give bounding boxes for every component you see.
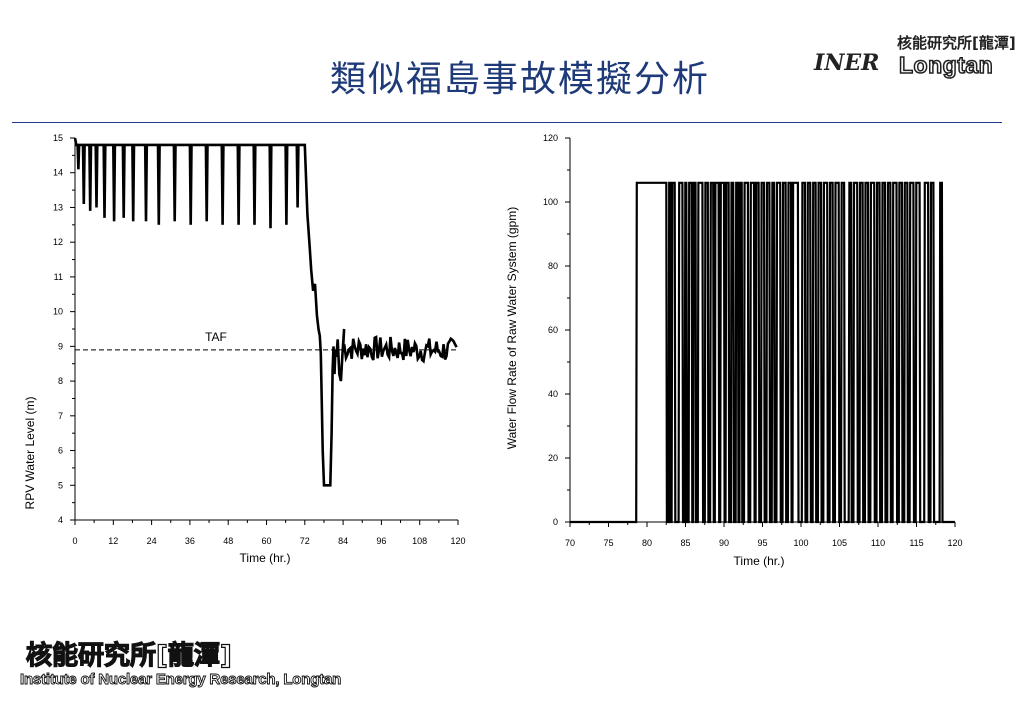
left-y-tick-label: 6 [58, 446, 63, 456]
left-x-axis-label: Time (hr.) [240, 551, 291, 565]
right-x-tick-label: 110 [871, 538, 885, 548]
left-y-tick-label: 12 [53, 237, 63, 247]
left-x-tick-label: 48 [223, 536, 233, 546]
left-x-tick-label: 60 [261, 536, 271, 546]
left-y-tick-label: 15 [53, 133, 63, 143]
left-y-axis-label: RPV Water Level (m) [23, 397, 37, 510]
left-y-tick-label: 5 [58, 480, 63, 490]
raw-water-flow-chart: Water Flow Rate of Raw Water System (gpm… [505, 133, 963, 568]
right-x-axis-label: Time (hr.) [734, 554, 785, 568]
left-y-tick-label: 10 [53, 307, 63, 317]
left-y-tick-label: 9 [58, 341, 63, 351]
left-x-tick-label: 24 [147, 536, 157, 546]
footer-org-text: 核能研究所[龍潭] [25, 640, 232, 671]
right-x-tick-label: 80 [642, 538, 652, 548]
left-x-tick-label: 36 [185, 536, 195, 546]
left-x-tick-label: 84 [338, 536, 348, 546]
right-x-tick-label: 120 [947, 538, 962, 548]
logo-mark: INER [814, 50, 880, 76]
right-x-tick-label: 100 [793, 538, 808, 548]
rpv-level-series-line [73, 137, 458, 487]
flow-rate-series-line [570, 181, 955, 524]
left-x-tick-label: 12 [108, 536, 118, 546]
left-y-tick-label: 11 [54, 272, 63, 282]
taf-label: TAF [205, 330, 227, 344]
right-x-tick-label: 115 [909, 538, 923, 548]
right-x-tick-label: 70 [565, 538, 575, 548]
iner-logo-bottom: 核能研究所[龍潭] Institute of Nuclear Energy Re… [20, 635, 420, 695]
left-x-tick-label: 0 [72, 536, 77, 546]
left-x-tick-label: 96 [376, 536, 386, 546]
right-x-tick-label: 95 [757, 538, 767, 548]
right-y-tick-label: 100 [543, 197, 558, 207]
left-y-tick-label: 7 [58, 411, 63, 421]
right-x-tick-label: 90 [719, 538, 729, 548]
left-y-tick-label: 13 [53, 202, 63, 212]
right-x-tick-label: 105 [832, 538, 847, 548]
left-x-tick-label: 120 [450, 536, 465, 546]
logo-place-text: Longtan [898, 51, 994, 79]
rpv-water-level-chart: RPV Water Level (m) Time (hr.) TAF 4 5 6 7 8… [23, 133, 466, 565]
right-y-axis-label: Water Flow Rate of Raw Water System (gpm… [505, 207, 519, 450]
iner-logo-top: 核能研究所[龍潭] INER Longtan [814, 32, 1016, 80]
left-x-tick-label: 108 [412, 536, 427, 546]
left-y-tick-label: 14 [53, 168, 63, 178]
slide-title: 類似福島事故模擬分析 [330, 59, 711, 100]
right-y-tick-label: 0 [553, 517, 558, 527]
footer-institute-name: Institute of Nuclear Energy Research, Lo… [20, 671, 342, 689]
left-y-tick-label: 4 [58, 515, 63, 525]
left-y-tick-label: 8 [58, 376, 63, 386]
right-y-tick-label: 40 [548, 389, 558, 399]
right-y-tick-label: 120 [543, 133, 558, 143]
right-y-tick-label: 20 [548, 453, 558, 463]
right-x-tick-label: 85 [680, 538, 690, 548]
right-y-tick-label: 60 [548, 325, 558, 335]
title-divider [12, 122, 1002, 123]
left-x-tick-label: 72 [300, 536, 310, 546]
logo-org-text: 核能研究所[龍潭] [897, 34, 1016, 52]
right-x-tick-label: 75 [603, 538, 613, 548]
right-y-tick-label: 80 [548, 261, 558, 271]
